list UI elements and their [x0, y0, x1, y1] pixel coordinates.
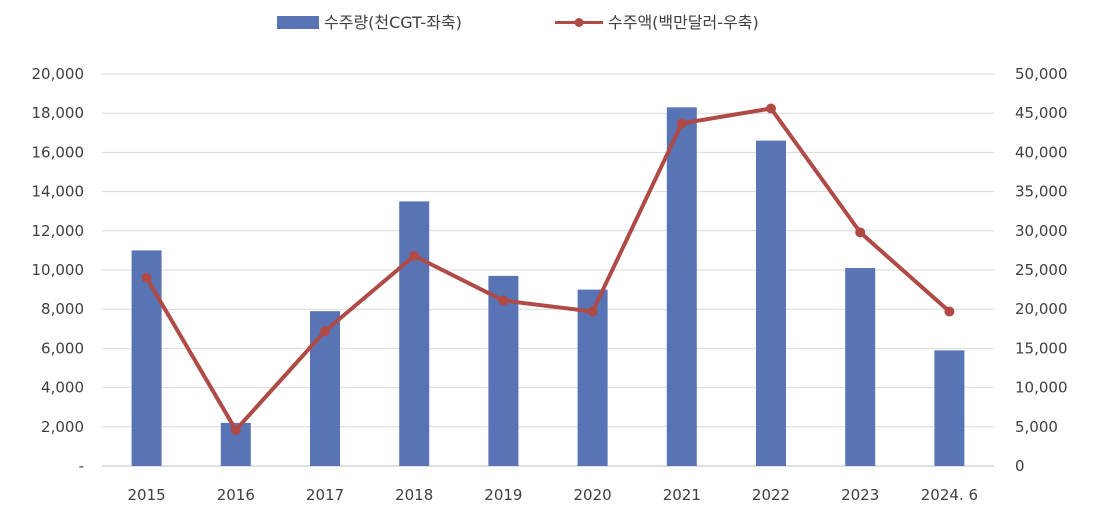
- legend-bar-swatch: [277, 16, 319, 29]
- right-tick-label: 35,000: [1015, 183, 1068, 201]
- bar-series: [131, 107, 965, 466]
- line-point: [676, 118, 687, 129]
- bar: [756, 140, 786, 466]
- left-tick-label: 4,000: [41, 379, 84, 397]
- bar: [131, 250, 162, 466]
- x-tick-label: 2021: [663, 486, 701, 504]
- right-tick-label: 50,000: [1015, 65, 1068, 83]
- right-tick-label: 5,000: [1015, 418, 1058, 436]
- bar: [666, 107, 697, 466]
- bar: [399, 201, 430, 466]
- right-axis-tick-labels: 0 5,000 10,000 15,000 20,000 25,000 30,000 35,0…: [1015, 65, 1068, 475]
- line-point: [498, 295, 509, 306]
- right-tick-label: 30,000: [1015, 222, 1068, 240]
- right-tick-label: 25,000: [1015, 261, 1068, 279]
- right-tick-label: 20,000: [1015, 300, 1068, 318]
- line-point: [230, 424, 241, 435]
- legend-line-label: 수주액(백만달러-우축): [608, 13, 759, 32]
- left-tick-label: 12,000: [32, 222, 85, 240]
- right-tick-label: 0: [1015, 457, 1025, 475]
- legend-bar-label: 수주량(천CGT-좌축): [324, 13, 462, 32]
- x-tick-label: 2017: [306, 486, 344, 504]
- x-tick-label: 2024. 6: [921, 486, 978, 504]
- left-tick-label: 10,000: [32, 261, 85, 279]
- right-tick-label: 15,000: [1015, 339, 1068, 357]
- line-point: [320, 326, 330, 337]
- left-tick-label: 6,000: [41, 339, 84, 357]
- x-tick-label: 2020: [574, 486, 612, 504]
- left-tick-label: 20,000: [32, 65, 85, 83]
- x-axis-tick-labels: 2015 2016 2017 2018 2019 2020 2021 2022 2023 2024…: [128, 486, 979, 504]
- bar: [934, 350, 965, 466]
- line-point: [409, 250, 420, 261]
- x-tick-label: 2018: [395, 486, 433, 504]
- line-point: [766, 103, 776, 114]
- bar: [845, 268, 876, 466]
- line-point: [587, 306, 598, 317]
- series-line: [144, 106, 951, 432]
- left-tick-label: 14,000: [32, 183, 85, 201]
- x-tick-label: 2019: [484, 486, 522, 504]
- bar: [488, 275, 519, 466]
- x-tick-label: 2015: [128, 486, 166, 504]
- left-tick-label: -: [79, 457, 84, 475]
- right-tick-label: 40,000: [1015, 143, 1068, 161]
- x-tick-label: 2022: [752, 486, 790, 504]
- right-tick-label: 45,000: [1015, 104, 1068, 122]
- bar: [310, 311, 340, 466]
- bar: [577, 289, 608, 466]
- left-tick-label: 8,000: [41, 300, 84, 318]
- line-point: [141, 272, 152, 283]
- left-tick-label: 2,000: [41, 418, 84, 436]
- line-point: [855, 227, 866, 238]
- left-tick-label: 18,000: [32, 104, 85, 122]
- left-axis-tick-labels: - 2,000 4,000 6,000 8,000 10,000 12,000 14,000 1…: [32, 65, 85, 475]
- left-tick-label: 16,000: [32, 143, 85, 161]
- x-tick-label: 2016: [217, 486, 255, 504]
- legend: 수주량(천CGT-좌축) 수주액(백만달러-우축): [277, 13, 759, 32]
- x-tick-label: 2023: [841, 486, 879, 504]
- line-point: [944, 306, 955, 317]
- legend-line-marker: [574, 18, 584, 27]
- right-tick-label: 10,000: [1015, 379, 1068, 397]
- line-series: [141, 103, 955, 435]
